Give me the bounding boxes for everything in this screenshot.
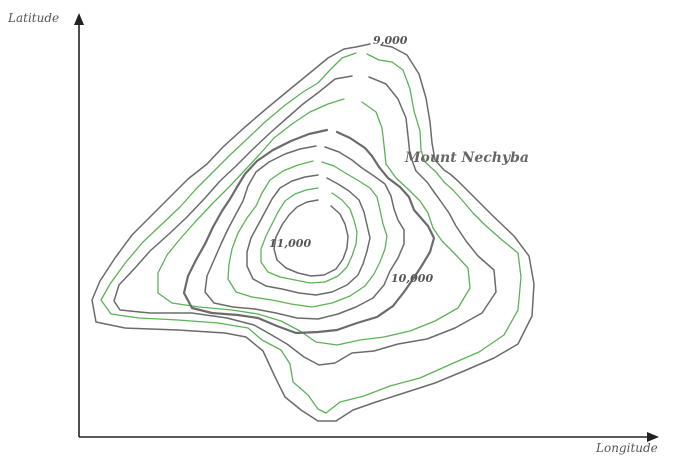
contour-line-10000 xyxy=(182,128,436,335)
y-axis-arrow-icon xyxy=(74,13,84,25)
contour-label-9000: 9,000 xyxy=(373,34,408,47)
contour-label-10000: 10,000 xyxy=(391,272,433,285)
contour-line-outer-2 xyxy=(100,52,522,414)
contour-line-11000 xyxy=(273,199,349,277)
y-axis-label: Latitude xyxy=(7,11,59,25)
x-axis-arrow-icon xyxy=(647,432,659,442)
peak-name-label: Mount Nechyba xyxy=(404,150,529,166)
x-axis-label: Longitude xyxy=(595,441,658,455)
contour-line-inner-4 xyxy=(260,187,358,284)
contour-label-11000: 11,000 xyxy=(269,237,311,250)
contour-line-outer-3 xyxy=(113,75,497,366)
contour-line-outer-4 xyxy=(157,98,471,346)
contour-line-inner-1 xyxy=(204,145,405,320)
contour-line-outer-1 xyxy=(91,43,535,422)
contour-line-inner-3 xyxy=(246,174,371,296)
contour-line-inner-2 xyxy=(227,160,388,308)
